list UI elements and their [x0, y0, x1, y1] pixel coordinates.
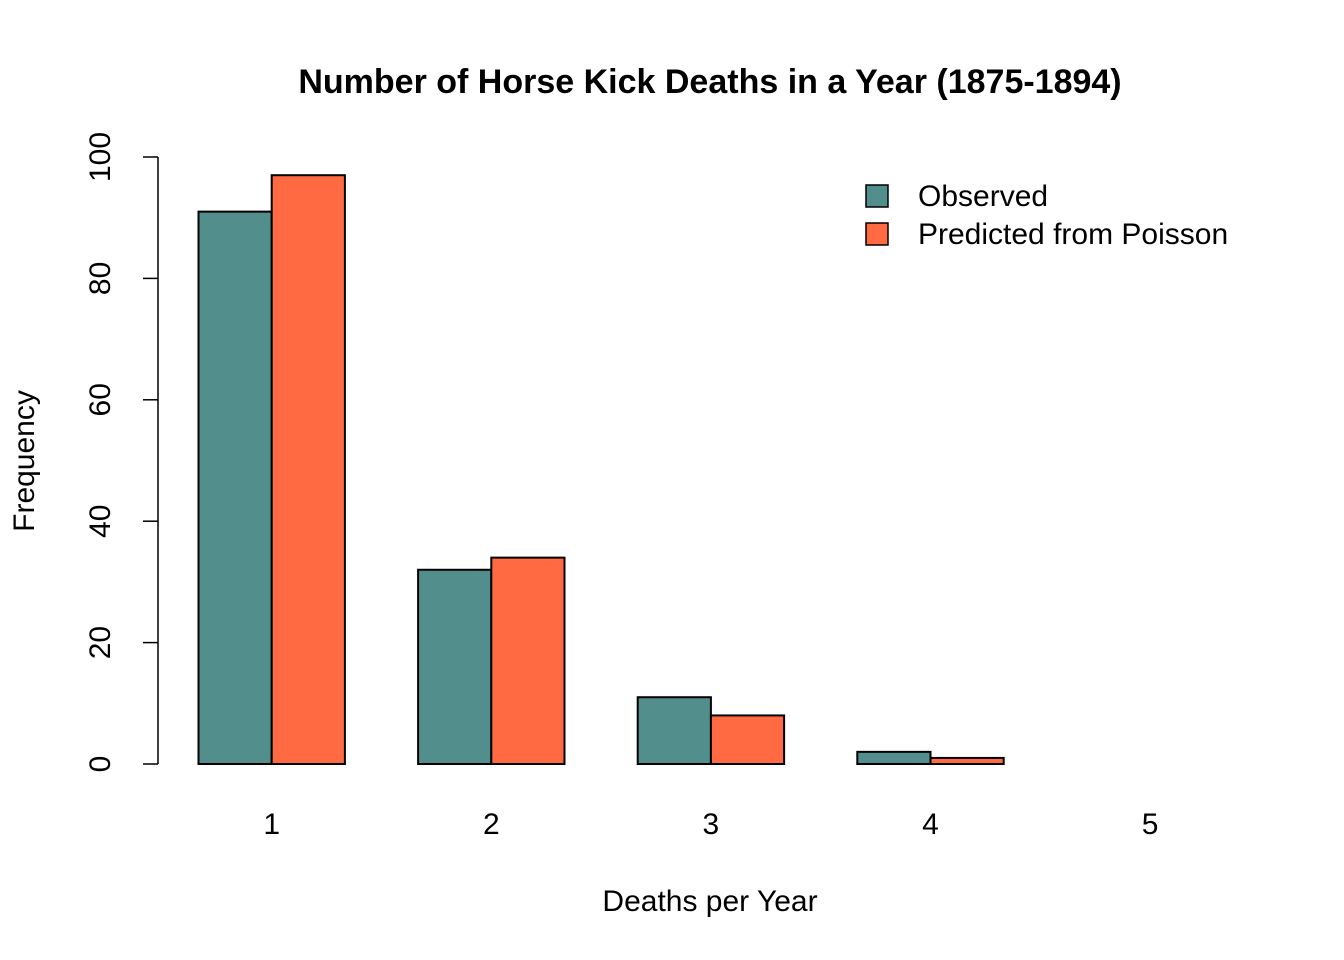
x-tick-label: 2	[483, 808, 500, 841]
x-tick-labels: 1 2 3 4 5	[263, 808, 1158, 841]
bar-observed-1	[197, 210, 273, 765]
y-axis: 0 20 40 60 80 100	[84, 132, 159, 773]
bar-observed-3	[636, 696, 712, 765]
y-tick-label: 60	[84, 383, 117, 416]
bar-predicted-from-poisson-1	[270, 174, 346, 765]
chart-title: Number of Horse Kick Deaths in a Year (1…	[298, 63, 1121, 101]
y-tick-label: 100	[84, 132, 117, 182]
y-tick-label: 40	[84, 505, 117, 538]
legend-swatch	[865, 184, 889, 208]
legend-label: Observed	[918, 180, 1048, 213]
bars	[197, 174, 1005, 766]
bar-observed-4	[856, 750, 932, 765]
bar-predicted-from-poisson-2	[490, 556, 566, 765]
legend-label: Predicted from Poisson	[918, 218, 1228, 251]
legend-swatch	[865, 222, 889, 246]
x-axis-label: Deaths per Year	[602, 885, 817, 918]
x-tick-label: 3	[703, 808, 720, 841]
bar-predicted-from-poisson-3	[709, 714, 786, 766]
bar-predicted-from-poisson-4	[929, 756, 1005, 765]
x-tick-label: 5	[1142, 808, 1159, 841]
y-axis-label: Frequency	[8, 390, 41, 532]
y-tick-label: 80	[84, 262, 117, 295]
y-tick-label: 20	[84, 626, 117, 659]
legend: Observed Predicted from Poisson	[865, 180, 1228, 251]
x-tick-label: 1	[263, 808, 280, 841]
y-tick-label: 0	[84, 756, 117, 773]
bar-observed-2	[417, 568, 493, 766]
x-tick-label: 4	[922, 808, 939, 841]
